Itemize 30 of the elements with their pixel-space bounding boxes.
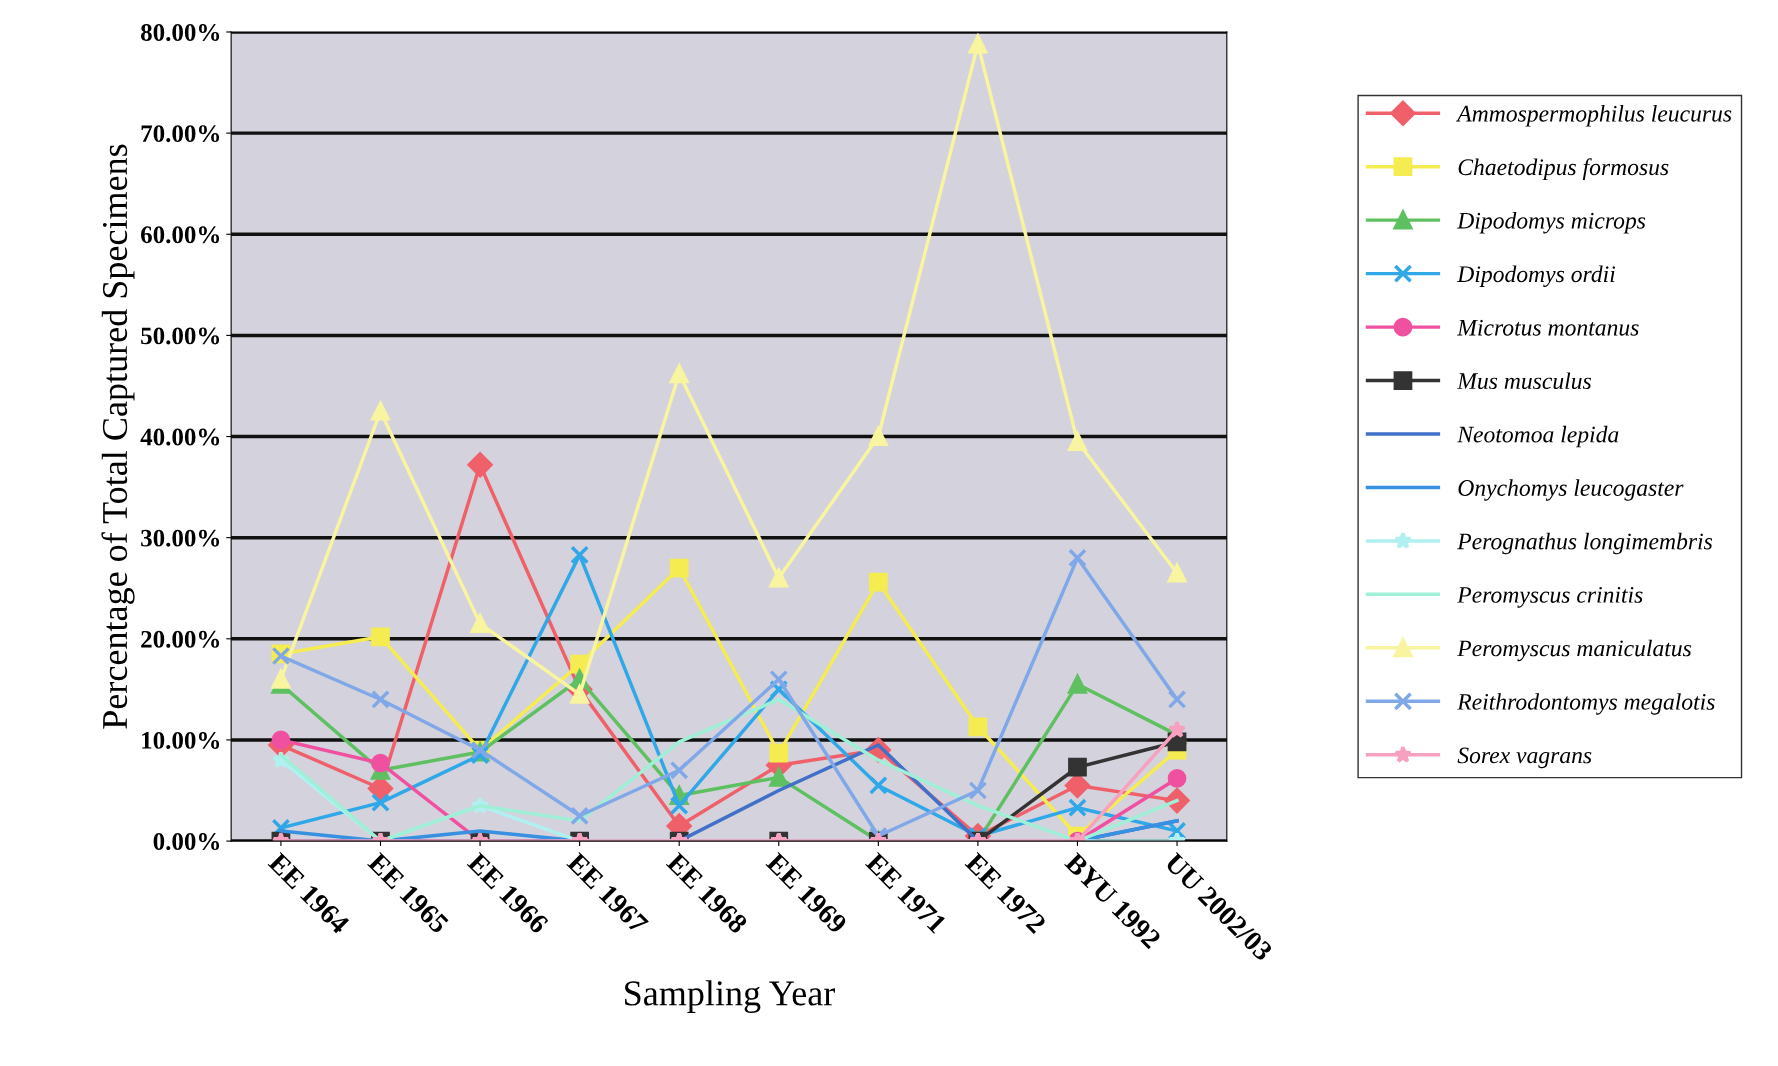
y-tick-label: 50.00% xyxy=(141,327,220,345)
legend-label: Onychomys leucogaster xyxy=(1458,479,1684,501)
x-tick-label: EE 1967 xyxy=(566,851,649,935)
legend-label: Mus musculus xyxy=(1457,372,1592,390)
legend-label: Microtus montanus xyxy=(1457,319,1639,336)
y-tick-label: 70.00% xyxy=(141,125,220,143)
x-tick-label: EE 1964 xyxy=(267,851,351,935)
y-tick-label: 0.00% xyxy=(153,833,220,851)
legend-label: Reithrodontomys megalotis xyxy=(1457,693,1715,715)
legend-label: Chaetodipus formosus xyxy=(1458,158,1669,180)
x-axis-title: Sampling Year xyxy=(625,980,835,1014)
legend-label: Perognathus longimembris xyxy=(1457,532,1713,555)
x-tick-label: EE 1969 xyxy=(765,851,848,935)
x-tick-label: EE 1968 xyxy=(665,851,749,935)
legend-label: Peromyscus maniculatus xyxy=(1457,639,1692,662)
x-tick-label: EE 1966 xyxy=(466,851,550,935)
y-tick-label: 60.00% xyxy=(141,226,220,244)
legend-label: Peromyscus crinitis xyxy=(1457,586,1643,608)
x-tick-label: EE 1965 xyxy=(367,851,450,935)
legend-label: Neotomoa lepida xyxy=(1457,425,1619,448)
y-axis-title: Percentage of Total Captured Specimens xyxy=(101,144,135,729)
y-tick-label: 20.00% xyxy=(141,630,220,648)
legend-label: Sorex vagrans xyxy=(1457,747,1592,769)
y-tick-label: 80.00% xyxy=(141,24,220,42)
legend-label: Dipodomys ordii xyxy=(1457,265,1616,287)
y-tick-label: 10.00% xyxy=(142,731,220,749)
legend-label: Ammospermophilus leucurus xyxy=(1455,105,1732,127)
legend-label: Dipodomys microps xyxy=(1457,212,1646,234)
y-tick-label: 30.00% xyxy=(141,529,220,547)
y-tick-label: 40.00% xyxy=(140,428,220,446)
